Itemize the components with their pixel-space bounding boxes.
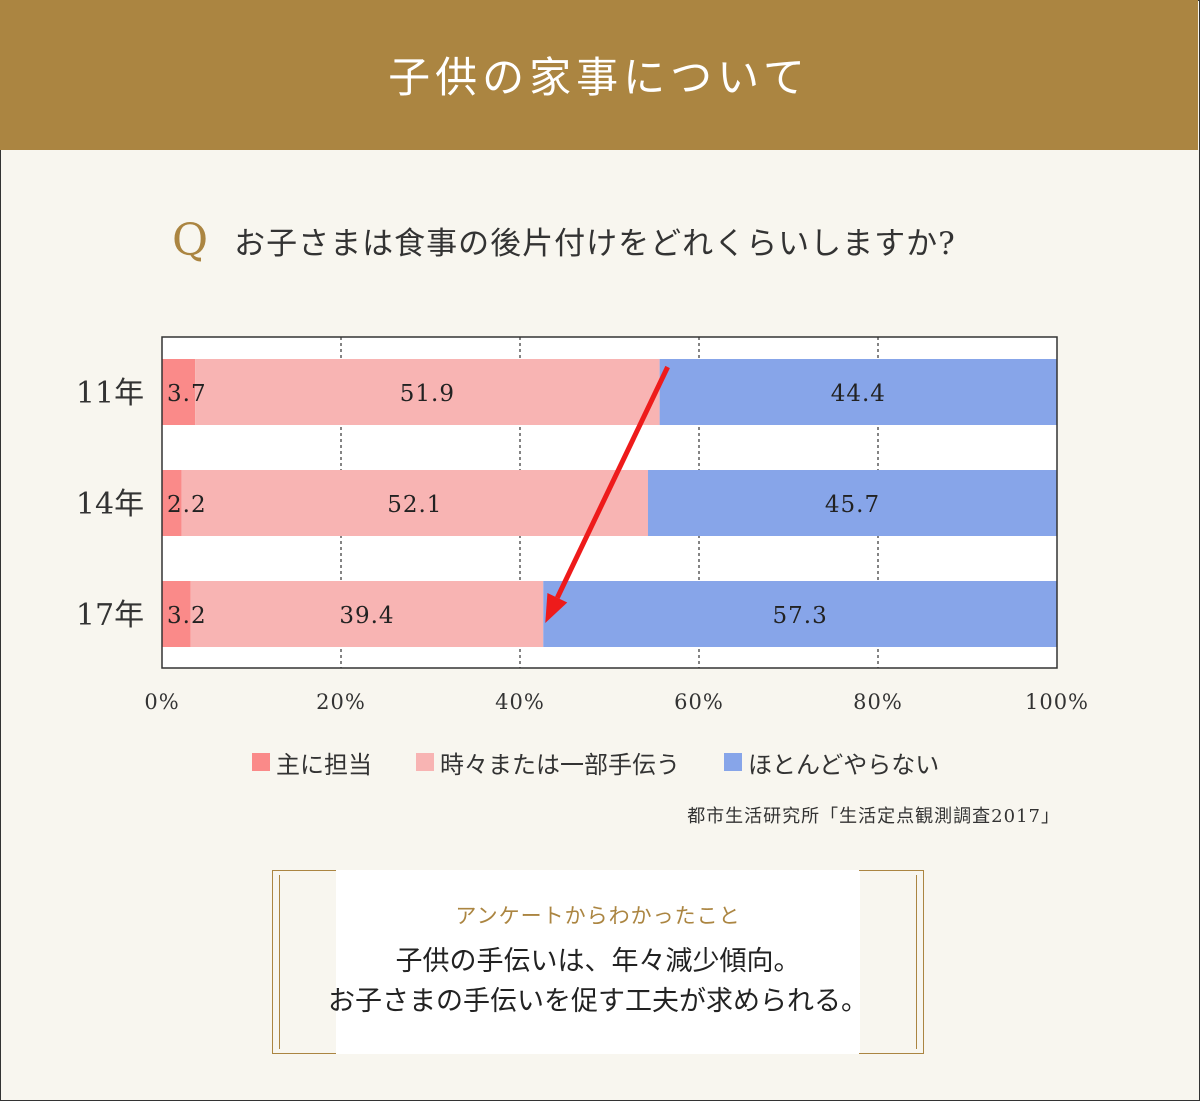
legend-label-main: 主に担当	[276, 750, 372, 779]
x-tick-label: 100%	[1025, 690, 1089, 714]
category-label: 14年	[76, 487, 144, 522]
legend-swatch-sometimes	[416, 753, 434, 771]
data-label: 39.4	[339, 603, 394, 629]
category-label: 17年	[76, 598, 144, 633]
data-label: 3.7	[167, 381, 207, 407]
bar-segment	[543, 581, 1057, 647]
stacked-bar-chart: 11年 14年 17年 3.7 51.9 44.4 2.2 52.1 45.7 3.2 39.4 57…	[76, 336, 1089, 714]
data-label: 52.1	[387, 492, 442, 518]
finding-box: アンケートからわかったこと 子供の手伝いは、年々減少傾向。 お子さまの手伝いを促…	[272, 870, 924, 1054]
x-tick-label: 80%	[853, 690, 903, 714]
bar-segment	[181, 470, 648, 536]
finding-bracket-left	[272, 870, 337, 1054]
legend-label-sometimes: 時々または一部手伝う	[440, 750, 680, 779]
x-tick-label: 20%	[316, 690, 366, 714]
bar-segment	[162, 470, 182, 536]
question-row: Q お子さまは食事の後片付けをどれくらいしますか?	[172, 205, 956, 275]
finding-label: アンケートからわかったこと	[455, 904, 741, 928]
finding-text: 子供の手伝いは、年々減少傾向。 お子さまの手伝いを促す工夫が求められる。	[272, 942, 924, 1022]
trend-arrow-head	[545, 592, 568, 623]
page-title: 子供の家事について	[388, 52, 810, 102]
bar-segment	[659, 359, 1057, 425]
finding-bracket-right	[859, 870, 924, 1054]
finding-panel	[336, 870, 860, 1054]
x-tick-label: 40%	[495, 690, 545, 714]
x-tick-label: 60%	[674, 690, 724, 714]
bar-segment	[162, 581, 191, 647]
data-label: 3.2	[167, 603, 207, 629]
legend-swatch-rarely	[724, 753, 742, 771]
legend-label-rarely: ほとんどやらない	[748, 750, 940, 779]
bar-segment	[195, 359, 660, 425]
category-label: 11年	[76, 376, 144, 411]
finding-line-2: お子さまの手伝いを促す工夫が求められる。	[328, 986, 868, 1017]
header-banner: 子供の家事について	[0, 0, 1198, 150]
data-label: 57.3	[773, 603, 828, 629]
x-tick-label: 0%	[144, 690, 179, 714]
data-label: 45.7	[825, 492, 880, 518]
bar-segment	[162, 359, 196, 425]
chart-legend: 主に担当 時々または一部手伝う ほとんどやらない	[252, 745, 983, 779]
legend-item-rarely: ほとんどやらない	[724, 745, 939, 780]
finding-line-1: 子供の手伝いは、年々減少傾向。	[395, 946, 801, 977]
plot-border	[161, 336, 1058, 669]
question-mark: Q	[172, 214, 209, 266]
legend-swatch-main	[252, 753, 270, 771]
bar-segment	[647, 470, 1057, 536]
source-note: 都市生活研究所「生活定点観測調査2017」	[687, 806, 1060, 827]
legend-item-main: 主に担当	[252, 745, 372, 780]
bar-segment	[190, 581, 544, 647]
legend-item-sometimes: 時々または一部手伝う	[416, 745, 680, 780]
data-label: 51.9	[400, 381, 455, 407]
data-label: 2.2	[167, 492, 207, 518]
question-text: お子さまは食事の後片付けをどれくらいしますか?	[234, 225, 956, 262]
trend-arrow-shaft	[555, 365, 670, 599]
data-label: 44.4	[831, 381, 886, 407]
